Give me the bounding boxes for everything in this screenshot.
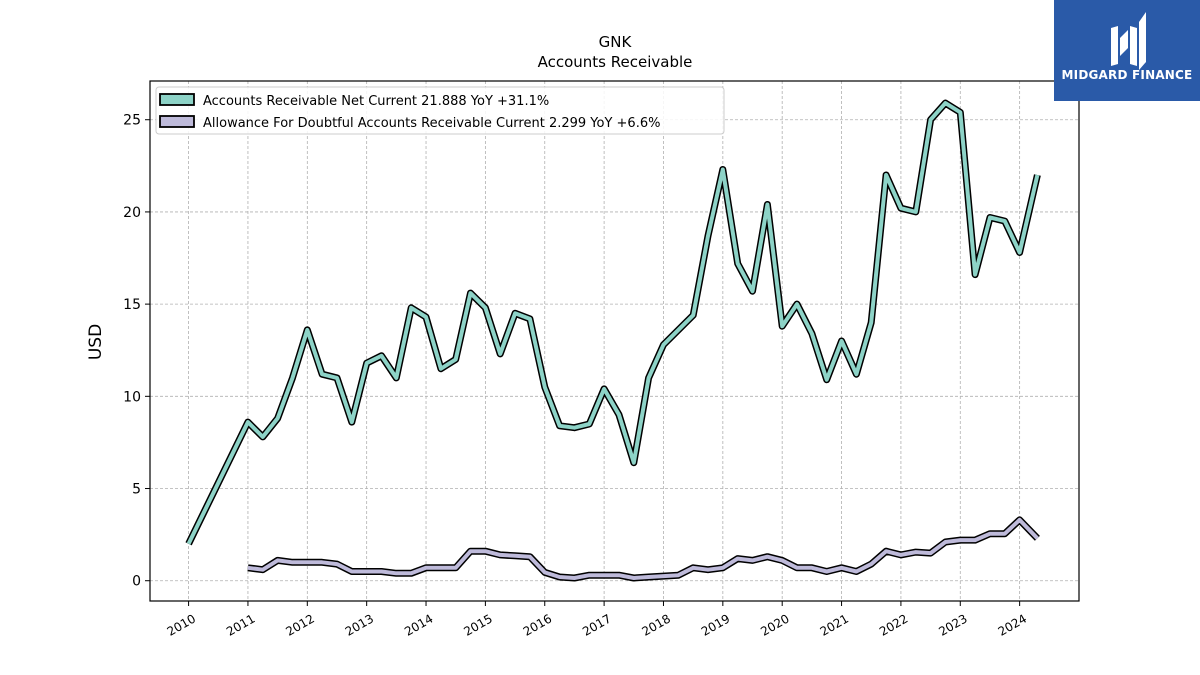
x-tick-label: 2022 xyxy=(877,611,910,638)
x-tick-label: 2011 xyxy=(224,611,257,638)
x-tick-label: 2012 xyxy=(283,611,316,638)
logo-mark-icon xyxy=(1111,12,1146,70)
series-outline-0 xyxy=(185,99,1041,546)
legend-swatch-0 xyxy=(159,93,195,106)
y-tick-label: 5 xyxy=(132,482,141,498)
legend: Accounts Receivable Net Current 21.888 Y… xyxy=(155,86,725,135)
x-tick-label: 2021 xyxy=(818,611,851,638)
series-line-1 xyxy=(247,517,1039,580)
x-tick-label: 2019 xyxy=(699,611,732,638)
x-tick-label: 2010 xyxy=(165,611,198,638)
y-tick-label: 10 xyxy=(123,389,141,405)
legend-label-0: Accounts Receivable Net Current 21.888 Y… xyxy=(203,94,549,109)
brand-name: MIDGARD FINANCE xyxy=(1061,68,1193,82)
x-tick-label: 2014 xyxy=(402,611,435,638)
gridlines xyxy=(150,81,1079,601)
y-axis-ticks: 0 5 10 15 20 25 xyxy=(123,113,150,590)
legend-swatch-1 xyxy=(159,115,195,128)
x-tick-label: 2017 xyxy=(580,611,613,638)
series-layer xyxy=(185,99,1041,582)
x-tick-label: 2024 xyxy=(996,611,1029,638)
chart-title: GNK xyxy=(599,33,633,51)
series-line-0 xyxy=(186,101,1040,545)
x-tick-label: 2013 xyxy=(343,611,376,638)
x-tick-label: 2020 xyxy=(758,611,791,638)
y-tick-label: 20 xyxy=(123,205,141,221)
legend-label-1: Allowance For Doubtful Accounts Receivab… xyxy=(203,116,660,131)
brand-logo: MIDGARD FINANCE xyxy=(1054,0,1200,101)
y-axis-label: USD xyxy=(86,324,106,360)
chart-subtitle: Accounts Receivable xyxy=(538,53,693,71)
x-tick-label: 2023 xyxy=(936,611,969,638)
x-axis-ticks: 2010 2011 2012 2013 2014 2015 2016 2017 2018 2019… xyxy=(165,601,1029,639)
plot-frame xyxy=(149,80,1080,602)
x-tick-label: 2018 xyxy=(640,611,673,638)
x-tick-label: 2015 xyxy=(461,611,494,638)
y-tick-label: 25 xyxy=(123,113,141,129)
x-tick-label: 2016 xyxy=(521,611,554,638)
y-tick-label: 15 xyxy=(123,297,141,313)
y-tick-label: 0 xyxy=(132,574,141,590)
legend-box xyxy=(155,86,725,135)
